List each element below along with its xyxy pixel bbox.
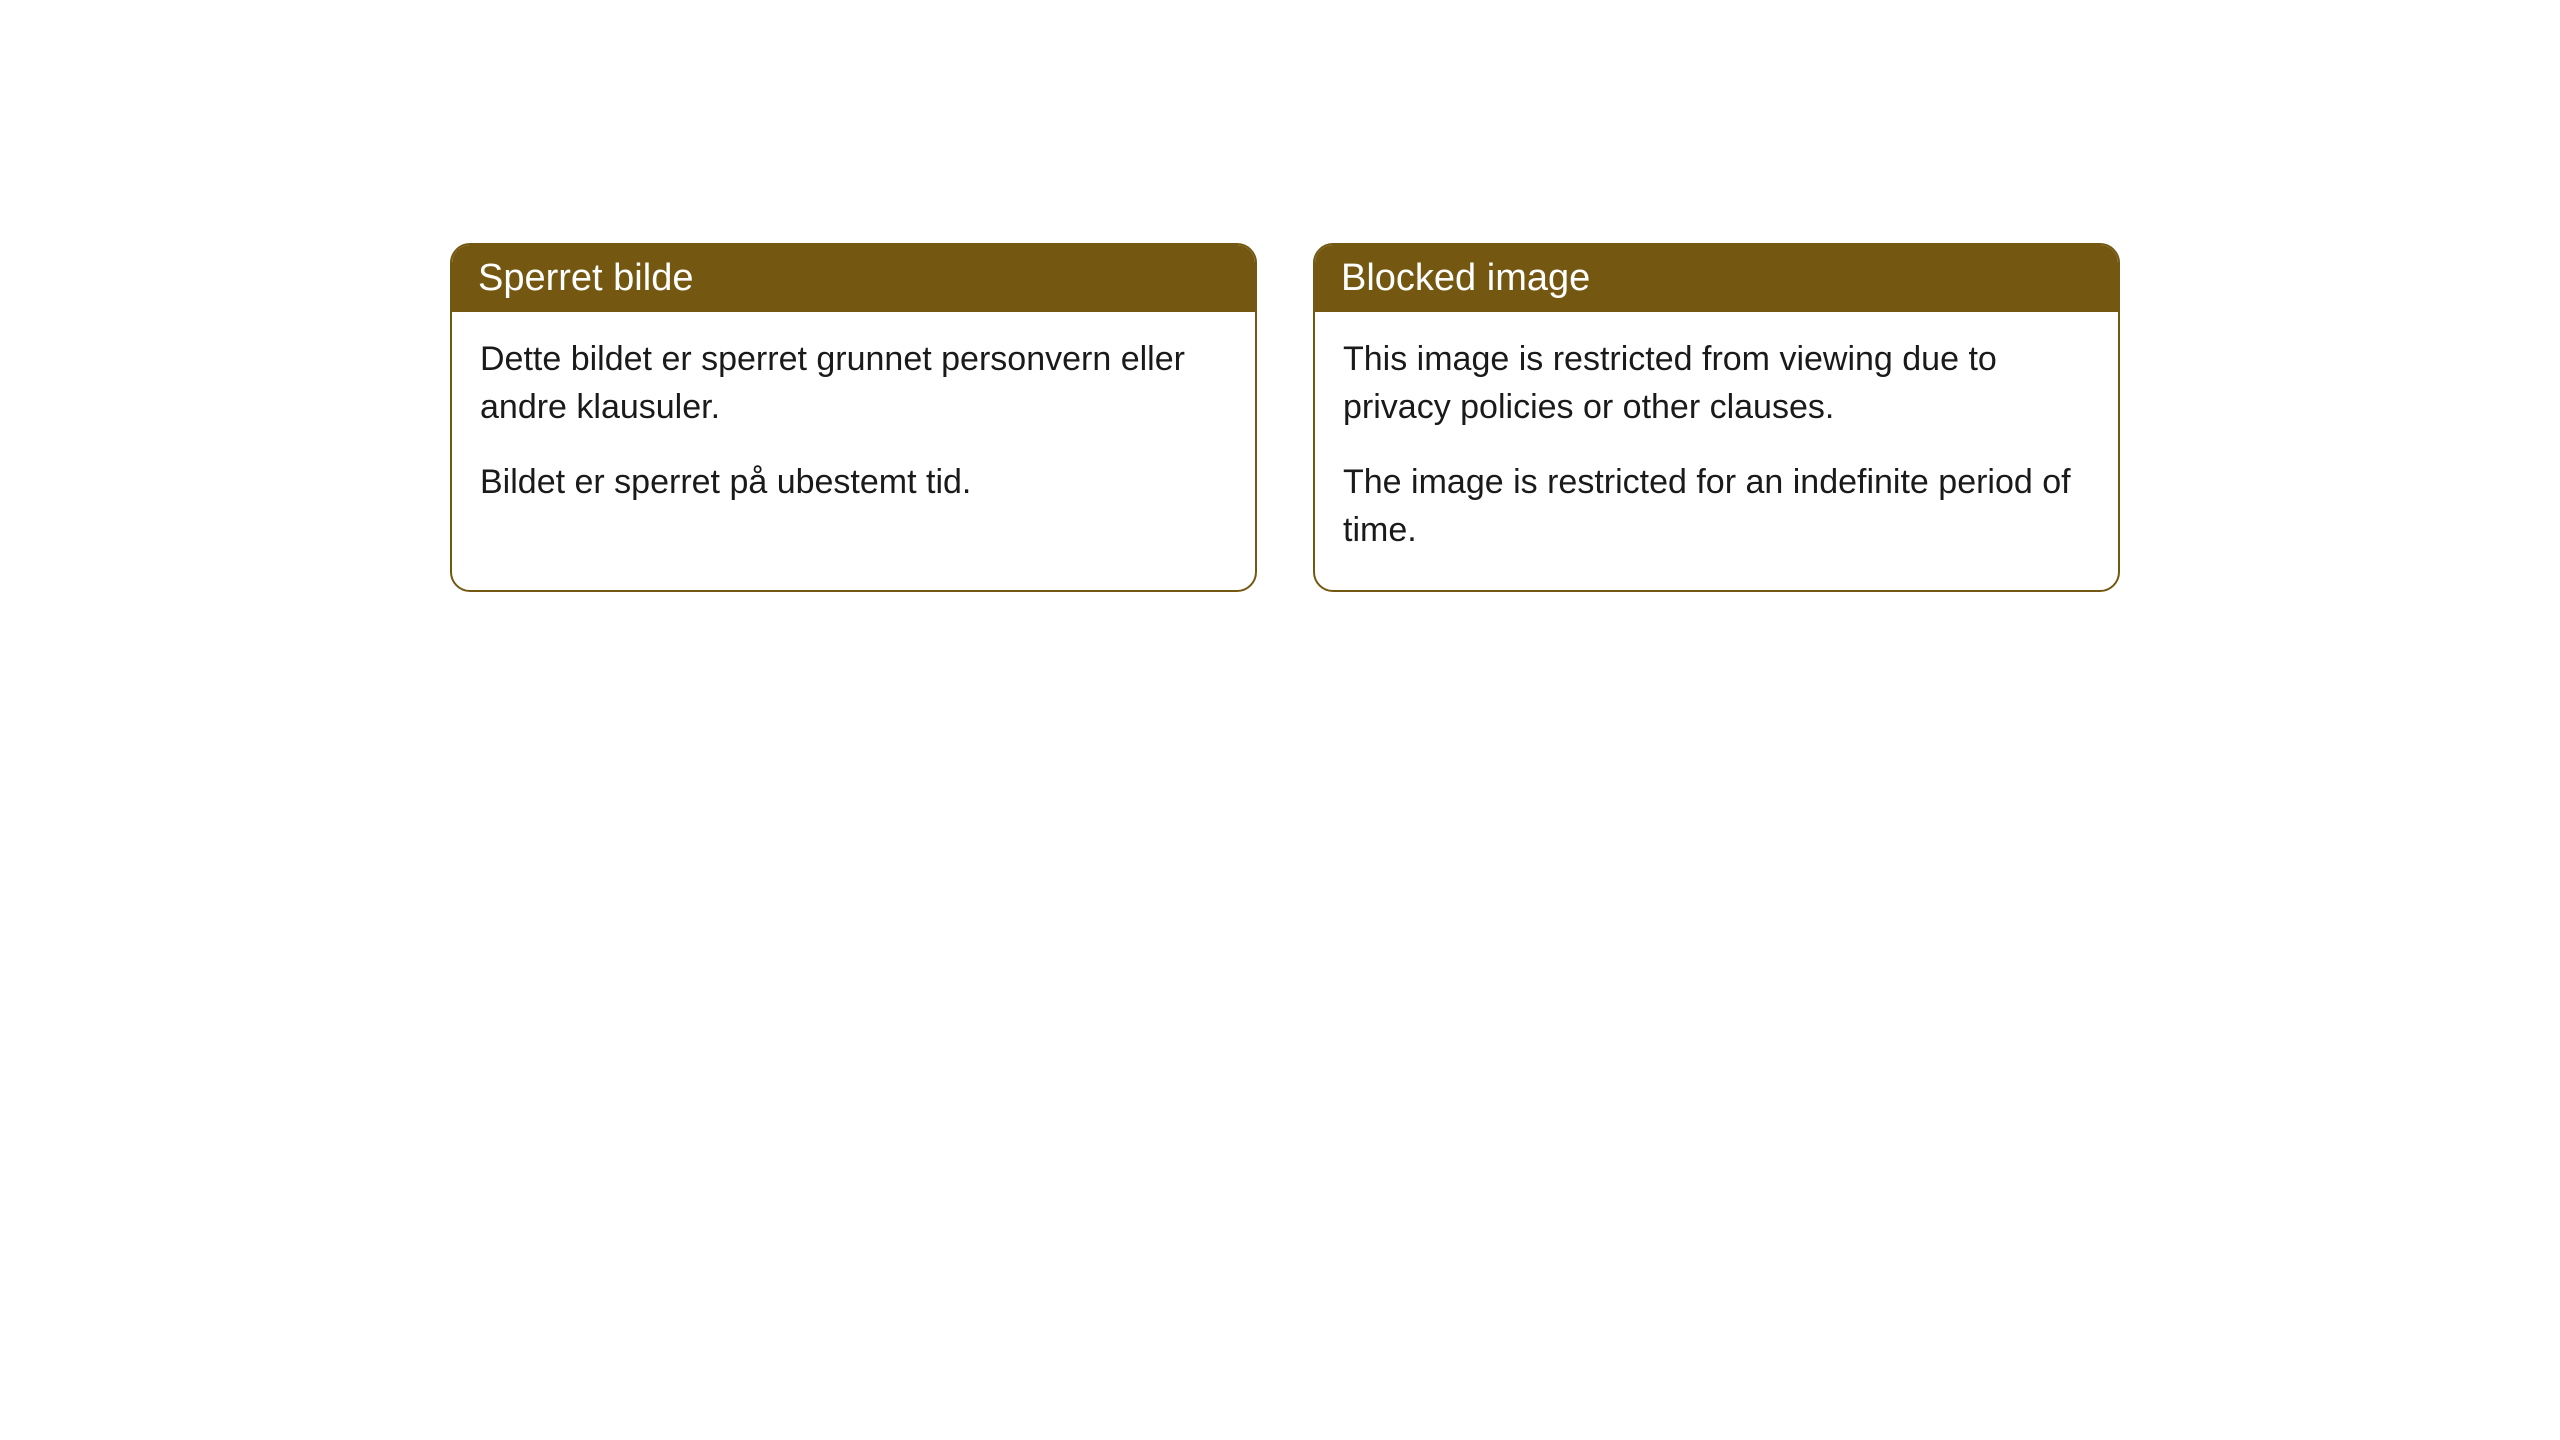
card-paragraph-2-norwegian: Bildet er sperret på ubestemt tid.	[480, 459, 1227, 507]
cards-container: Sperret bilde Dette bildet er sperret gr…	[450, 243, 2120, 592]
blocked-image-card-norwegian: Sperret bilde Dette bildet er sperret gr…	[450, 243, 1257, 592]
card-header-english: Blocked image	[1315, 245, 2118, 312]
card-paragraph-2-english: The image is restricted for an indefinit…	[1343, 459, 2090, 554]
card-paragraph-1-norwegian: Dette bildet er sperret grunnet personve…	[480, 336, 1227, 431]
card-body-english: This image is restricted from viewing du…	[1315, 312, 2118, 590]
card-body-norwegian: Dette bildet er sperret grunnet personve…	[452, 312, 1255, 543]
card-header-norwegian: Sperret bilde	[452, 245, 1255, 312]
blocked-image-card-english: Blocked image This image is restricted f…	[1313, 243, 2120, 592]
card-paragraph-1-english: This image is restricted from viewing du…	[1343, 336, 2090, 431]
